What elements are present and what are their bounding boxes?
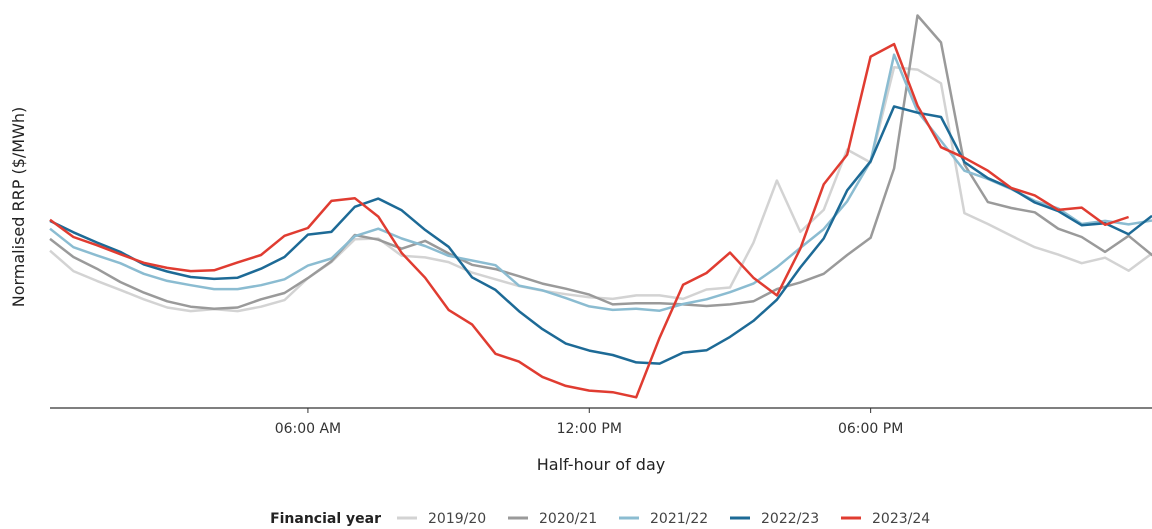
y-axis-title: Normalised RRP ($/MWh): [9, 107, 28, 308]
legend-item: 2023/24: [841, 511, 930, 527]
x-tick-label: 06:00 PM: [838, 421, 903, 437]
series-line-2020-21: [49, 14, 1152, 310]
legend-item: 2022/23: [730, 511, 819, 527]
series-line-2023-24: [49, 42, 1129, 399]
legend: Financial year 2019/20 2020/21 2021/22 2022…: [270, 511, 930, 527]
legend-item: 2021/22: [619, 511, 708, 527]
x-tick-label: 06:00 AM: [275, 421, 341, 437]
series-line-2019-20: [49, 65, 1152, 313]
legend-item: 2020/21: [508, 511, 597, 527]
plot-area: [49, 14, 1152, 399]
legend-title: Financial year: [270, 511, 381, 527]
series-line-2022-23: [49, 105, 1152, 365]
legend-label: 2019/20: [428, 511, 486, 527]
legend-label: 2023/24: [872, 511, 930, 527]
legend-item: 2019/20: [397, 511, 486, 527]
series-line-2021-22: [49, 53, 1152, 312]
legend-label: 2020/21: [539, 511, 597, 527]
x-axis: 06:00 AM 12:00 PM 06:00 PM: [275, 408, 903, 437]
legend-label: 2021/22: [650, 511, 708, 527]
x-axis-title: Half-hour of day: [537, 455, 665, 474]
legend-label: 2022/23: [761, 511, 819, 527]
x-tick-label: 12:00 PM: [557, 421, 622, 437]
